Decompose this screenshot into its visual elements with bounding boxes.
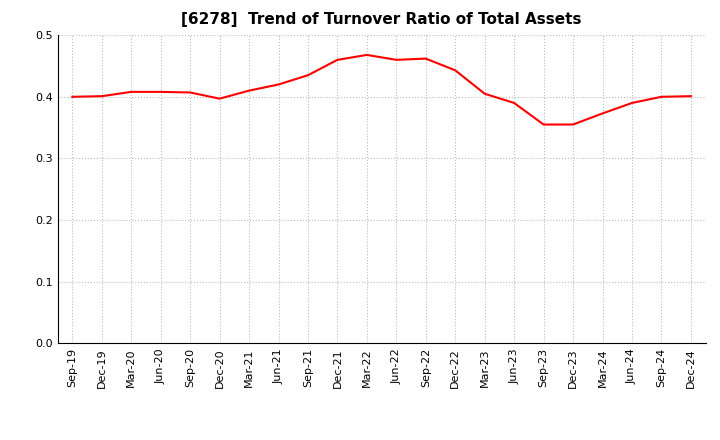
Title: [6278]  Trend of Turnover Ratio of Total Assets: [6278] Trend of Turnover Ratio of Total … [181, 12, 582, 27]
